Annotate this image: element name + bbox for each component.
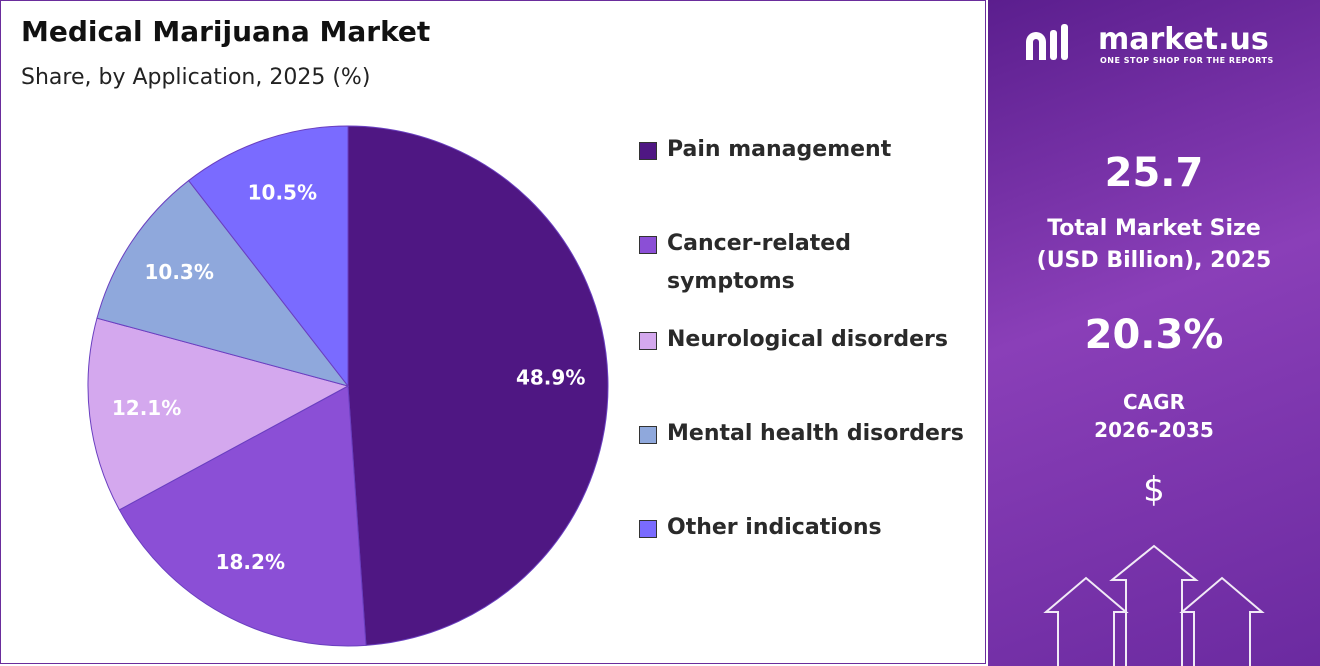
legend-label: Cancer-related symptoms [667,231,851,294]
currency-icon: $ [1143,470,1165,510]
legend-label: Other indications [667,515,882,540]
legend-label: Neurological disorders [667,327,948,352]
market-size-label: (USD Billion), 2025 [1036,248,1272,273]
chart-panel: Medical Marijuana Market Share, by Appli… [0,0,986,664]
data-label: 10.5% [248,181,317,205]
legend-item: Cancer-related symptoms [639,225,979,301]
pie-slice [96,179,350,387]
pie-slice [347,125,609,646]
legend-swatch [639,520,657,538]
cagr-label: 2026-2035 [1094,418,1214,442]
market-size-label: Total Market Size [1047,216,1261,241]
legend-label: Pain management [667,137,892,162]
pie-slice [87,317,350,511]
legend-label: Mental health disorders [667,421,964,446]
market-size: 25.7 [1104,150,1204,196]
legend-swatch [639,332,657,350]
pie-chart: 48.9% 18.2% 12.1% 10.3% 10.5% [87,125,609,647]
legend-item: Mental health disorders [639,415,979,453]
data-label: 48.9% [516,365,585,389]
legend-swatch [639,236,657,254]
cagr: 20.3% [1084,312,1224,358]
data-label: 18.2% [216,550,285,574]
pie-slice [118,385,367,647]
data-label: 10.3% [145,260,214,284]
data-label: 12.1% [112,396,181,420]
legend-item: Pain management [639,131,979,169]
legend-item: Neurological disorders [639,321,979,359]
legend-swatch [639,142,657,160]
chart-subtitle: Share, by Application, 2025 (%) [21,65,371,90]
cagr-label: CAGR [1123,390,1185,414]
legend-item: Other indications [639,509,979,547]
chart-title: Medical Marijuana Market [21,15,431,48]
brand-tagline: ONE STOP SHOP FOR THE REPORTS [1100,56,1274,65]
decoration [1026,24,1265,666]
pie-slice [187,125,349,388]
summary-panel: market.us ONE STOP SHOP FOR THE REPORTS … [988,0,1320,666]
legend-swatch [639,426,657,444]
brand-name: market.us [1098,22,1269,57]
